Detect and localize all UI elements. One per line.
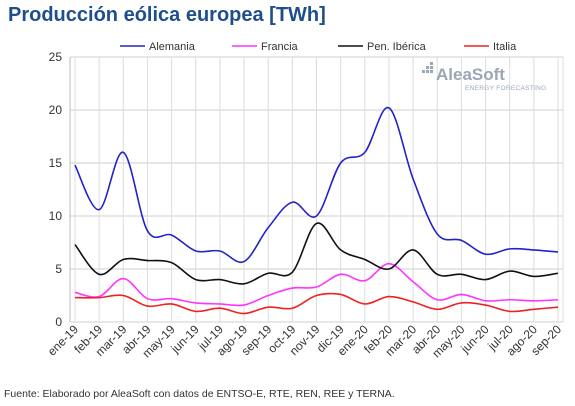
legend-label: Francia (261, 41, 299, 53)
x-tick-label: jun-20 (457, 322, 491, 356)
aleasoft-logo: AleaSoft ENERGY FORECASTING (422, 62, 547, 92)
legend: Alemania Francia Pen. Ibérica Italia (120, 41, 517, 53)
x-tick-labels: ene-19feb-19mar-19abr-19may-19jun-19jul-… (45, 322, 565, 360)
series-lines (74, 107, 559, 315)
logo-tagline: ENERGY FORECASTING (465, 85, 547, 92)
y-tick-label: 0 (55, 315, 62, 329)
y-tick-label: 15 (49, 156, 63, 170)
x-tick-label: ene-19 (45, 322, 82, 359)
y-tick-label: 25 (49, 50, 63, 64)
legend-label: Italia (493, 41, 517, 53)
source-note: Fuente: Elaborado por AleaSoft con datos… (4, 388, 395, 400)
logo-name: AleaSoft (436, 65, 505, 84)
grid-lines (69, 56, 564, 323)
series-line (74, 262, 559, 307)
y-tick-labels: 0 5 10 15 20 25 (49, 50, 63, 329)
series-line (74, 107, 559, 264)
series-line (74, 222, 559, 285)
legend-label: Alemania (149, 41, 196, 53)
legend-label: Pen. Ibérica (367, 41, 427, 53)
y-tick-label: 5 (55, 262, 62, 276)
chart-title: Producción eólica europea [TWh] (8, 4, 326, 26)
x-tick-label: jun-19 (168, 322, 202, 356)
y-tick-label: 20 (49, 103, 63, 117)
series-line (74, 292, 559, 315)
y-tick-label: 10 (49, 209, 63, 223)
